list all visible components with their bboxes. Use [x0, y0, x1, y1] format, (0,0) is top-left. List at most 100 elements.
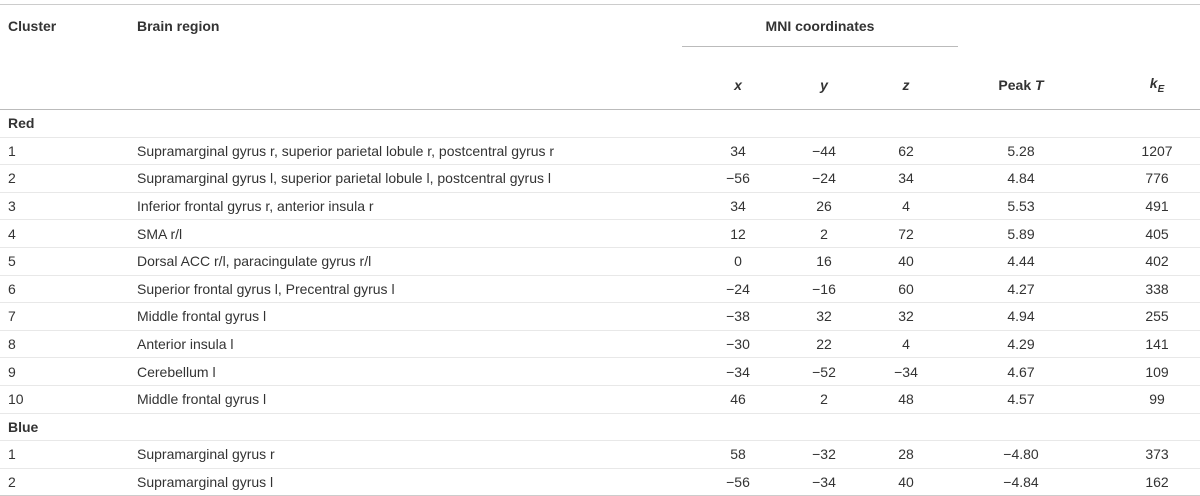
peak-t-cell: 4.29 [958, 330, 1084, 359]
region-cell: Inferior frontal gyrus r, anterior insul… [137, 192, 682, 221]
z-cell: 48 [854, 385, 958, 414]
x-cell: 0 [682, 247, 794, 276]
group-name: Red [0, 109, 137, 138]
cell [137, 413, 1200, 442]
x-cell: −56 [682, 164, 794, 193]
y-cell: −52 [794, 357, 854, 386]
y-cell: −34 [794, 468, 854, 496]
peak-t-cell: 4.84 [958, 164, 1084, 193]
cluster-cell: 7 [0, 302, 137, 331]
data-row: 9 Cerebellum l −34 −52 −34 4.67 109 [0, 357, 1200, 386]
data-row: 6 Superior frontal gyrus l, Precentral gy… [0, 275, 1200, 304]
y-cell: 32 [794, 302, 854, 331]
header-k: k [1149, 75, 1158, 92]
ke-cell: 255 [1084, 302, 1200, 331]
data-row: 1 Supramarginal gyrus r 58 −32 28 −4.80 373 [0, 440, 1200, 469]
z-cell: −34 [854, 357, 958, 386]
cluster-cell: 8 [0, 330, 137, 359]
header-peak: Peak [998, 77, 1032, 93]
ke-cell: 373 [1084, 440, 1200, 469]
y-cell: −32 [794, 440, 854, 469]
y-cell: 2 [794, 219, 854, 248]
peak-t-cell: −4.84 [958, 468, 1084, 496]
cluster-cell: 5 [0, 247, 137, 276]
table-body: Red 1 Supramarginal gyrus r, superior pari… [0, 109, 1200, 496]
y-cell: −24 [794, 164, 854, 193]
data-row: 5 Dorsal ACC r/l, paracingulate gyrus r/l… [0, 247, 1200, 276]
z-cell: 40 [854, 247, 958, 276]
page: {"table": { "headers": {"cluster": "Clus… [0, 4, 1200, 496]
data-row: 1 Supramarginal gyrus r, superior parieta… [0, 137, 1200, 166]
region-cell: Middle frontal gyrus l [137, 302, 682, 331]
data-row: 7 Middle frontal gyrus l −38 32 32 4.94 255 [0, 302, 1200, 331]
cluster-cell: 1 [0, 137, 137, 166]
x-cell: 58 [682, 440, 794, 469]
peak-t-cell: 4.67 [958, 357, 1084, 386]
data-row: 2 Supramarginal gyrus l, superior parieta… [0, 164, 1200, 193]
region-cell: Middle frontal gyrus l [137, 385, 682, 414]
x-cell: −30 [682, 330, 794, 359]
data-row: 2 Supramarginal gyrus l −56 −34 40 −4.84 162 [0, 468, 1200, 496]
peak-t-cell: 5.53 [958, 192, 1084, 221]
region-cell: SMA r/l [137, 219, 682, 248]
peak-t-cell: 4.27 [958, 275, 1084, 304]
peak-t-cell: 5.28 [958, 137, 1084, 166]
x-cell: −56 [682, 468, 794, 496]
header-region: Brain region [137, 18, 220, 34]
header-mni: MNI coordinates [682, 18, 958, 47]
ke-cell: 162 [1084, 468, 1200, 496]
y-cell: 22 [794, 330, 854, 359]
peak-t-cell: 4.57 [958, 385, 1084, 414]
ke-cell: 1207 [1084, 137, 1200, 166]
data-row: 8 Anterior insula l −30 22 4 4.29 141 [0, 330, 1200, 359]
cluster-cell: 9 [0, 357, 137, 386]
cluster-cell: 1 [0, 440, 137, 469]
region-cell: Dorsal ACC r/l, paracingulate gyrus r/l [137, 247, 682, 276]
cell [137, 109, 1200, 138]
header-x: x [734, 77, 742, 93]
results-table: Cluster Brain region MNI coordinates x y… [0, 4, 1200, 496]
region-cell: Supramarginal gyrus l, superior parietal… [137, 164, 682, 193]
header-cluster: Cluster [8, 18, 57, 34]
x-cell: 12 [682, 219, 794, 248]
header-z: z [902, 77, 910, 93]
cluster-cell: 3 [0, 192, 137, 221]
region-cell: Supramarginal gyrus r [137, 440, 682, 469]
z-cell: 28 [854, 440, 958, 469]
group-row: Blue [0, 413, 1200, 442]
ke-cell: 776 [1084, 164, 1200, 193]
z-cell: 4 [854, 192, 958, 221]
peak-t-cell: −4.80 [958, 440, 1084, 469]
y-cell: −44 [794, 137, 854, 166]
y-cell: 16 [794, 247, 854, 276]
x-cell: −34 [682, 357, 794, 386]
data-row: 4 SMA r/l 12 2 72 5.89 405 [0, 219, 1200, 248]
header-peak-t: T [1035, 77, 1044, 93]
ke-cell: 405 [1084, 219, 1200, 248]
cluster-cell: 2 [0, 468, 137, 496]
cluster-cell: 6 [0, 275, 137, 304]
y-cell: 2 [794, 385, 854, 414]
cluster-cell: 2 [0, 164, 137, 193]
cluster-cell: 4 [0, 219, 137, 248]
ke-cell: 338 [1084, 275, 1200, 304]
group-row: Red [0, 109, 1200, 138]
ke-cell: 491 [1084, 192, 1200, 221]
group-name: Blue [0, 413, 137, 442]
region-cell: Anterior insula l [137, 330, 682, 359]
x-cell: 46 [682, 385, 794, 414]
z-cell: 62 [854, 137, 958, 166]
z-cell: 32 [854, 302, 958, 331]
region-cell: Superior frontal gyrus l, Precentral gyr… [137, 275, 682, 304]
x-cell: −38 [682, 302, 794, 331]
ke-cell: 109 [1084, 357, 1200, 386]
x-cell: 34 [682, 192, 794, 221]
z-cell: 40 [854, 468, 958, 496]
ke-cell: 99 [1084, 385, 1200, 414]
z-cell: 34 [854, 164, 958, 193]
y-cell: 26 [794, 192, 854, 221]
y-cell: −16 [794, 275, 854, 304]
z-cell: 72 [854, 219, 958, 248]
region-cell: Supramarginal gyrus r, superior parietal… [137, 137, 682, 166]
region-cell: Supramarginal gyrus l [137, 468, 682, 496]
